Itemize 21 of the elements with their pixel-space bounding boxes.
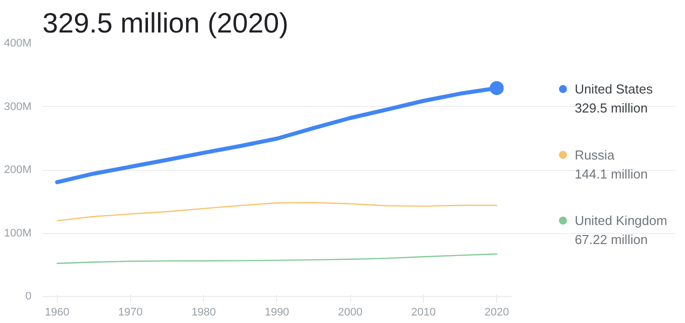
line-series xyxy=(56,202,498,222)
y-tick-label: 0 xyxy=(25,290,32,302)
text: 329.5 million xyxy=(574,100,648,116)
y-tick-label: 200M xyxy=(4,164,32,176)
text: 67.22 million xyxy=(574,232,648,248)
y-tick-label: 100M xyxy=(4,227,32,240)
x-tick-label: 2020 xyxy=(484,306,509,318)
x-tick-label: 1980 xyxy=(191,306,216,318)
x-tick-label: 1960 xyxy=(44,306,70,318)
text: 144.1 million xyxy=(574,166,648,182)
x-tick-label: 2000 xyxy=(338,306,362,318)
line-series xyxy=(56,253,498,264)
x-tick-label: 1970 xyxy=(118,306,143,318)
x-tick-label: 1990 xyxy=(264,306,290,318)
legend-label: Russia xyxy=(574,147,616,162)
y-tick-label: 300M xyxy=(4,100,32,113)
legend-label: United States xyxy=(574,82,654,97)
y-tick-label: 400M xyxy=(4,38,32,50)
chart-title: 329.5 million (2020) xyxy=(42,8,288,38)
x-tick-label: 2010 xyxy=(411,306,436,318)
legend-label: United Kingdom xyxy=(574,213,668,228)
